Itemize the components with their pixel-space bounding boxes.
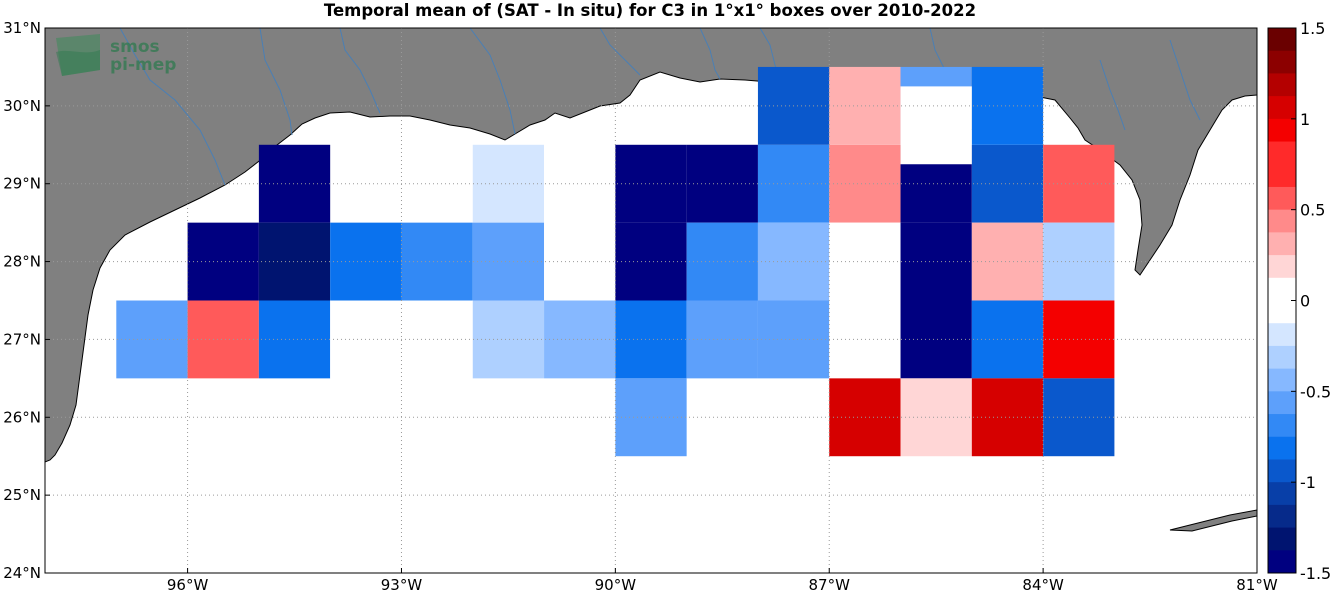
box-cell	[971, 222, 1044, 301]
box-cell	[615, 300, 687, 379]
colorbar-step	[1268, 345, 1296, 370]
colorbar	[1267, 27, 1297, 574]
colorbar-step	[1268, 141, 1296, 165]
colorbar-step	[1268, 232, 1296, 256]
colorbar-tick-label: -1.5	[1300, 564, 1331, 583]
colorbar-step	[1268, 550, 1296, 574]
colorbar-step	[1268, 186, 1296, 211]
colorbar-step	[1268, 482, 1296, 506]
colorbar-step	[1268, 209, 1296, 233]
box-cell	[1043, 378, 1115, 457]
x-tick-label: 93°W	[381, 576, 423, 594]
y-axis-ticks: 24°N 25°N 26°N 27°N 28°N 29°N 30°N 31°N	[3, 19, 50, 582]
colorbar-step	[1268, 414, 1296, 438]
colorbar-step	[1268, 96, 1296, 120]
box-cell	[544, 222, 616, 301]
colorbar-step	[1268, 118, 1296, 143]
box-cell	[544, 300, 616, 379]
box-cell	[116, 300, 188, 379]
gridlines	[45, 28, 1257, 573]
box-cell	[1043, 144, 1115, 223]
box-cell	[258, 222, 331, 301]
plot-frame	[44, 27, 1258, 574]
y-tick-label: 26°N	[3, 408, 41, 426]
box-cell	[900, 86, 972, 165]
box-cell	[615, 222, 687, 301]
box-cell	[544, 144, 616, 223]
land-florida-keys	[1169, 509, 1257, 532]
y-tick-label: 30°N	[3, 97, 41, 115]
map-title: Temporal mean of (SAT - In situ) for C3 …	[323, 1, 977, 20]
colorbar-step	[1268, 459, 1296, 483]
smos-pi-mep-logo: smos pi-mep	[56, 34, 176, 76]
y-tick-label: 27°N	[3, 330, 41, 348]
colorbar-step	[1268, 323, 1296, 347]
box-cell	[472, 300, 545, 379]
box-cell	[1043, 222, 1115, 301]
box-cell	[472, 144, 545, 223]
box-cell	[971, 144, 1044, 223]
colorbar-ticks: 1.5 1 0.5 0 -0.5 -1 -1.5	[1291, 19, 1331, 583]
x-axis-ticks: 96°W 93°W 90°W 87°W 84°W 81°W	[167, 568, 1278, 594]
colorbar-step	[1268, 255, 1296, 279]
colorbar-step	[1268, 50, 1296, 74]
colorbar-step	[1268, 527, 1296, 551]
colorbar-step	[1268, 391, 1296, 415]
box-cell	[258, 300, 331, 379]
colorbar-tick-label: 1.5	[1300, 19, 1325, 38]
x-tick-label: 90°W	[595, 576, 637, 594]
colorbar-tick-label: 0	[1300, 292, 1310, 311]
colorbar-step	[1268, 436, 1296, 460]
box-cell	[472, 222, 545, 301]
colorbar-step	[1268, 368, 1296, 392]
box-cell	[686, 144, 758, 223]
colorbar-step	[1268, 504, 1296, 529]
plot-area: smos pi-mep	[45, 28, 1257, 573]
x-tick-label: 87°W	[809, 576, 851, 594]
box-cell	[900, 378, 972, 457]
box-cell	[900, 300, 972, 379]
x-tick-label: 84°W	[1022, 576, 1064, 594]
colorbar-step	[1268, 73, 1296, 97]
y-tick-label: 29°N	[3, 175, 41, 193]
colorbar-step	[1268, 28, 1296, 52]
box-cell	[686, 300, 758, 379]
colorbar-tick-label: 0.5	[1300, 201, 1325, 220]
colorbar-step	[1268, 164, 1296, 188]
colorbar-step	[1268, 277, 1296, 301]
colorbar-tick-label: -0.5	[1300, 382, 1331, 401]
box-cell	[615, 144, 687, 223]
box-cell	[615, 378, 687, 457]
x-tick-label: 81°W	[1236, 576, 1278, 594]
logo-line-1: smos	[110, 37, 160, 57]
box-cell	[900, 222, 972, 301]
box-cell	[971, 300, 1044, 379]
box-cell	[686, 222, 758, 301]
box-cell	[258, 144, 331, 223]
x-tick-label: 96°W	[167, 576, 209, 594]
colorbar-tick-label: -1	[1300, 473, 1316, 492]
colorbar-step	[1268, 300, 1296, 324]
logo-line-2: pi-mep	[110, 55, 176, 75]
y-tick-label: 25°N	[3, 486, 41, 504]
box-cell	[971, 66, 1044, 145]
land-north-coast	[45, 28, 1257, 463]
y-tick-label: 28°N	[3, 253, 41, 271]
box-cell	[187, 222, 259, 301]
box-cell	[187, 300, 259, 379]
colorbar-tick-label: 1	[1300, 110, 1310, 129]
y-tick-label: 24°N	[3, 564, 41, 582]
y-tick-label: 31°N	[3, 19, 41, 37]
box-cell	[971, 378, 1044, 457]
box-cell	[1043, 300, 1115, 379]
